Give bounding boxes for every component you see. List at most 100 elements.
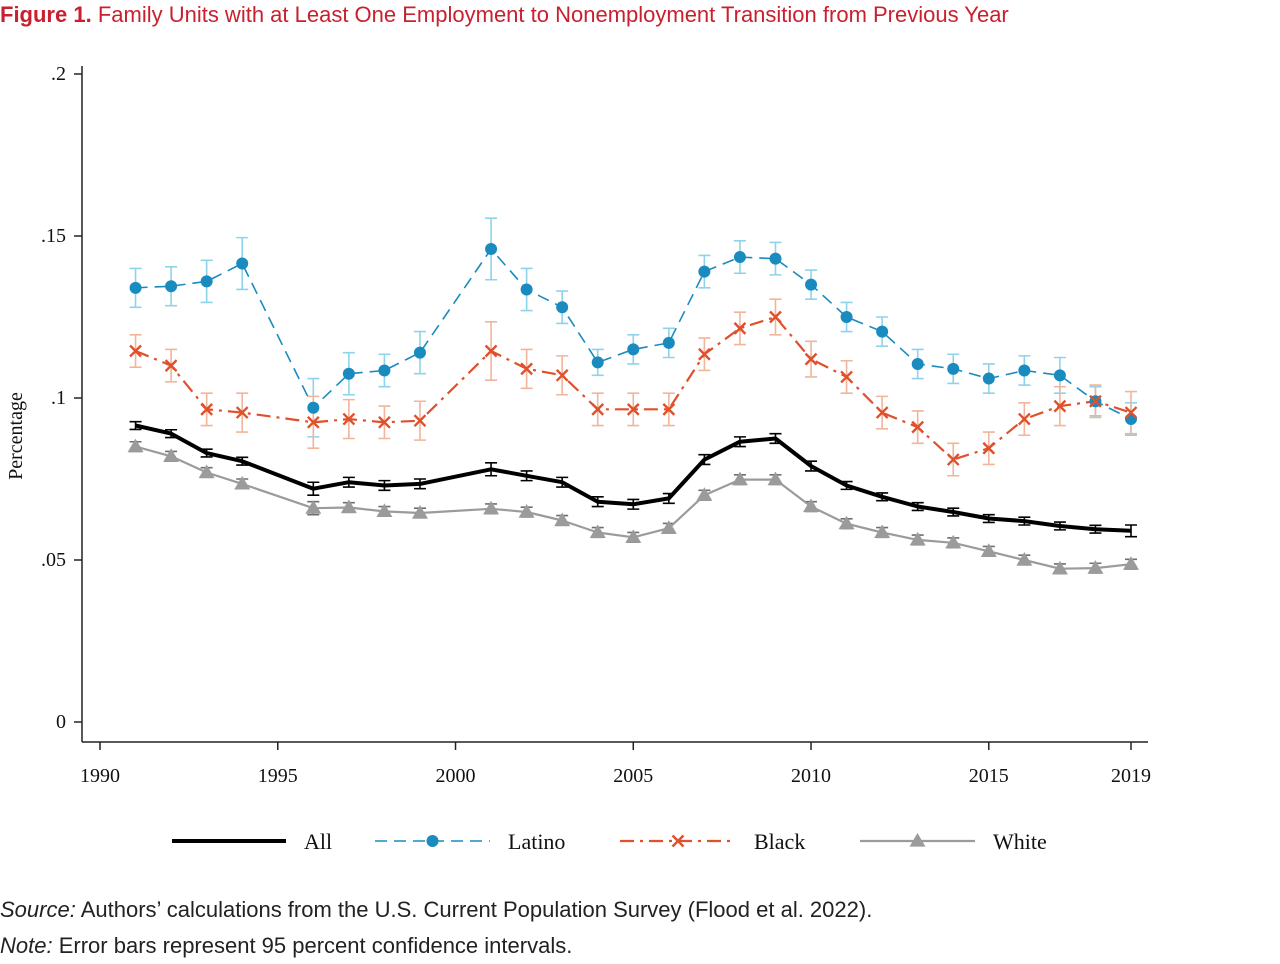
latino-series-line [135, 248, 1132, 420]
black-point [1089, 394, 1102, 408]
latino-point [805, 278, 818, 291]
latino-point [698, 265, 711, 278]
series-markers [127, 242, 1139, 575]
white-point [909, 531, 926, 546]
black-point [164, 359, 178, 372]
white-point [554, 512, 571, 527]
latino-point [1125, 413, 1137, 426]
white-point [731, 471, 748, 486]
black-point [1017, 412, 1031, 426]
latino-point [769, 252, 782, 265]
white-point [660, 520, 677, 534]
latino-point [662, 336, 675, 349]
latino-point [413, 346, 426, 359]
latino-point [342, 367, 355, 380]
figure-notes: Source: Authors’ calculations from the U… [0, 892, 1280, 964]
white-point [589, 524, 606, 539]
legend-marker-black [671, 834, 685, 848]
latino-point [947, 362, 960, 375]
x-tick-label: 2000 [436, 765, 476, 787]
latino-point [591, 356, 604, 369]
latino-point [840, 311, 853, 323]
legend-label-latino: Latino [508, 829, 565, 854]
latino-point [733, 251, 746, 264]
y-tick-label: .2 [51, 63, 66, 85]
legend-label-all: All [304, 829, 332, 854]
white-point [625, 529, 642, 543]
white-point [376, 503, 393, 517]
white-point [234, 475, 251, 490]
white-point [1123, 556, 1139, 570]
x-tick-label: 2005 [613, 765, 653, 787]
black-point [235, 406, 249, 419]
latino-point [200, 275, 213, 288]
black-series-line [135, 315, 1132, 461]
latino-point [982, 372, 995, 385]
black-point [840, 370, 853, 384]
white-point [305, 500, 322, 514]
black-point [200, 402, 214, 416]
note-text: Error bars represent 95 percent confiden… [58, 933, 573, 958]
latino-point [165, 280, 178, 293]
legend-item-all: All [172, 829, 332, 854]
black-point [342, 412, 356, 426]
legend: All Latino Black White [172, 829, 1047, 854]
black-point [804, 352, 818, 366]
latino-point [378, 364, 391, 377]
y-axis-label: Percentage [5, 392, 27, 480]
figure-title-row: Figure 1. Family Units with at Least One… [0, 0, 1280, 36]
white-point [874, 524, 891, 539]
black-point [626, 402, 640, 416]
black-point [1124, 406, 1138, 419]
white-point [696, 487, 713, 501]
white-point [980, 543, 997, 557]
legend-item-black: Black [620, 829, 805, 854]
x-tick-label: 2019 [1111, 765, 1151, 787]
error-bars [129, 217, 1137, 575]
white-point [803, 498, 820, 513]
latino-point [1053, 369, 1066, 382]
latino-point [485, 242, 498, 255]
white-point [483, 500, 500, 515]
latino-point [1018, 364, 1031, 377]
latino-point [520, 283, 533, 296]
white-point [1016, 552, 1033, 566]
error-bar-note: Note: Error bars represent 95 percent co… [0, 928, 1280, 964]
black-point [1053, 399, 1067, 413]
latino-point [876, 325, 889, 338]
black-point [769, 310, 782, 324]
legend-marker-latino [426, 835, 439, 847]
x-tick-label: 1995 [258, 765, 298, 787]
y-tick-label: 0 [56, 711, 66, 733]
black-point [875, 406, 889, 419]
white-point [411, 505, 428, 519]
black-point [378, 415, 391, 429]
latino-point [911, 357, 924, 370]
white-point [518, 504, 535, 518]
latino-point [307, 401, 320, 414]
y-tick-label: .1 [51, 387, 66, 409]
black-point [733, 321, 747, 335]
y-tick-label: .15 [41, 225, 66, 247]
black-point [555, 368, 569, 382]
source-label: Source: [0, 897, 76, 922]
legend-label-black: Black [754, 829, 805, 854]
white-point [767, 471, 784, 486]
y-tick-label: .05 [41, 549, 66, 571]
white-point [340, 499, 357, 514]
white-point [945, 534, 962, 549]
black-point [413, 414, 427, 428]
x-tick-label: 2010 [791, 765, 831, 787]
black-point [306, 415, 320, 429]
legend-label-white: White [993, 829, 1047, 854]
black-point [129, 344, 142, 358]
figure-label: Figure 1. [0, 2, 92, 27]
black-point [946, 453, 960, 466]
all-error-bar [1125, 524, 1137, 538]
x-tick-label: 2015 [969, 765, 1009, 787]
white-point [1087, 560, 1104, 574]
source-note: Source: Authors’ calculations from the U… [0, 892, 1280, 928]
note-label: Note: [0, 933, 53, 958]
x-tick-label: 1990 [80, 765, 120, 787]
